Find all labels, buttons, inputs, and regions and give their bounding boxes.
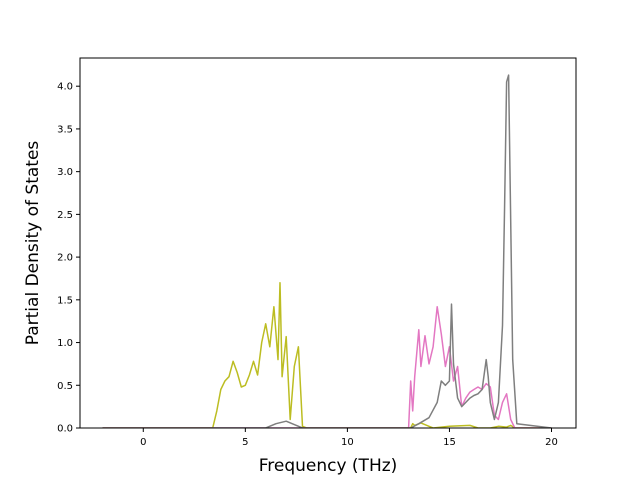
y-tick-label: 0.5 (57, 381, 73, 392)
x-axis-title: Frequency (THz) (259, 456, 398, 476)
y-tick-label: 0.0 (57, 424, 73, 435)
x-tick-label: 0 (140, 437, 146, 448)
series-line-1 (102, 305, 552, 428)
y-axis-ticks: 0.0 0.5 1.0 1.5 2.0 2.5 3.0 3.5 4.0 (57, 82, 80, 435)
x-tick-label: 15 (443, 437, 456, 448)
y-tick-label: 4.0 (57, 82, 73, 93)
x-tick-label: 20 (545, 437, 558, 448)
series-line-2 (102, 74, 552, 428)
y-tick-label: 3.0 (57, 167, 73, 178)
y-axis-title: Partial Density of States (23, 141, 43, 346)
x-tick-label: 5 (242, 437, 248, 448)
x-axis-ticks: 0 5 10 15 20 (140, 428, 558, 448)
x-tick-label: 10 (341, 437, 354, 448)
y-tick-label: 1.5 (57, 295, 73, 306)
series-line-0 (102, 281, 552, 428)
y-tick-label: 2.0 (57, 253, 73, 264)
y-tick-label: 2.5 (57, 210, 73, 221)
y-tick-label: 1.0 (57, 338, 73, 349)
plot-frame (79, 57, 577, 429)
y-tick-label: 3.5 (57, 124, 73, 135)
series-layer (102, 74, 552, 428)
